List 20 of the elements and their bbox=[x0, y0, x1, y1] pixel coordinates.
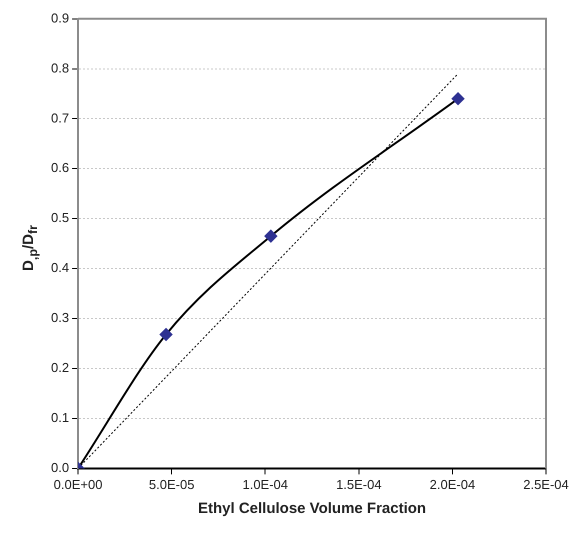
y-tick-label: 0.1 bbox=[50, 410, 70, 426]
x-tick-label: 5.0E-05 bbox=[148, 476, 194, 492]
y-tick-label: 0.3 bbox=[50, 310, 70, 326]
y-tick-label: 0.8 bbox=[50, 60, 70, 76]
y-tick-label: 0.9 bbox=[50, 10, 70, 26]
y-tick-label: 0.7 bbox=[50, 110, 70, 126]
y-tick-label: 0.0 bbox=[50, 460, 70, 475]
x-tick-label: 2.0E-04 bbox=[430, 476, 476, 492]
x-tick-label: 2.5E-04 bbox=[523, 476, 569, 492]
x-tick-label: 0.0E+00 bbox=[54, 476, 102, 492]
y-tick-label: 0.6 bbox=[50, 160, 70, 176]
point bbox=[452, 92, 465, 106]
y-tick-label: 0.2 bbox=[50, 360, 70, 376]
x-tick-label: 1.5E-04 bbox=[336, 476, 382, 492]
point bbox=[264, 230, 278, 243]
y-tick-label: 0.5 bbox=[50, 210, 70, 226]
point bbox=[160, 328, 173, 342]
x-axis-title: Ethyl Cellulose Volume Fraction bbox=[198, 500, 426, 518]
y-tick-label: 0.4 bbox=[50, 260, 70, 276]
x-tick-label: 1.0E-04 bbox=[242, 476, 288, 492]
